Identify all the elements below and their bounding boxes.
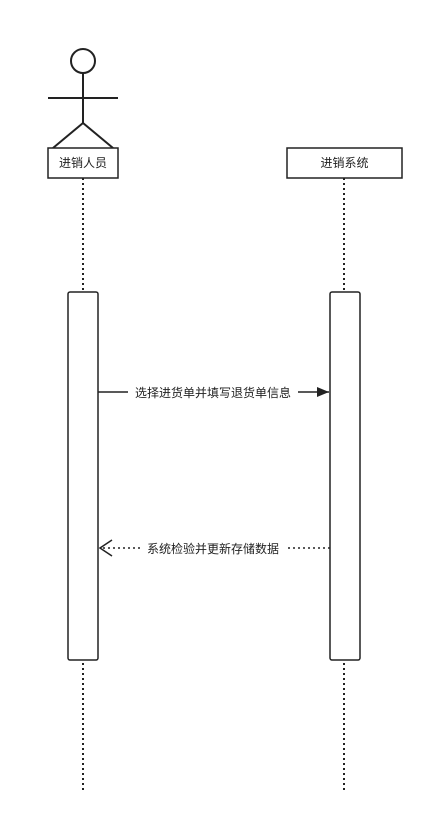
participant-box-actor: 进销人员	[47, 147, 119, 179]
participant-box-system: 进销系统	[286, 147, 403, 179]
activation-bar-actor	[67, 291, 99, 661]
message-request-label: 选择进货单并填写退货单信息	[135, 385, 291, 400]
participant-label-system: 进销系统	[320, 156, 368, 170]
actor-stick-figure-icon	[48, 48, 118, 149]
participant-label-actor: 进销人员	[59, 156, 107, 170]
activation-bar-system	[329, 291, 361, 661]
message-response-label: 系统检验并更新存储数据	[147, 541, 279, 556]
message-request: 选择进货单并填写退货单信息	[98, 383, 329, 401]
message-response: 系统检验并更新存储数据	[98, 539, 330, 557]
open-arrowhead-icon	[98, 539, 113, 557]
